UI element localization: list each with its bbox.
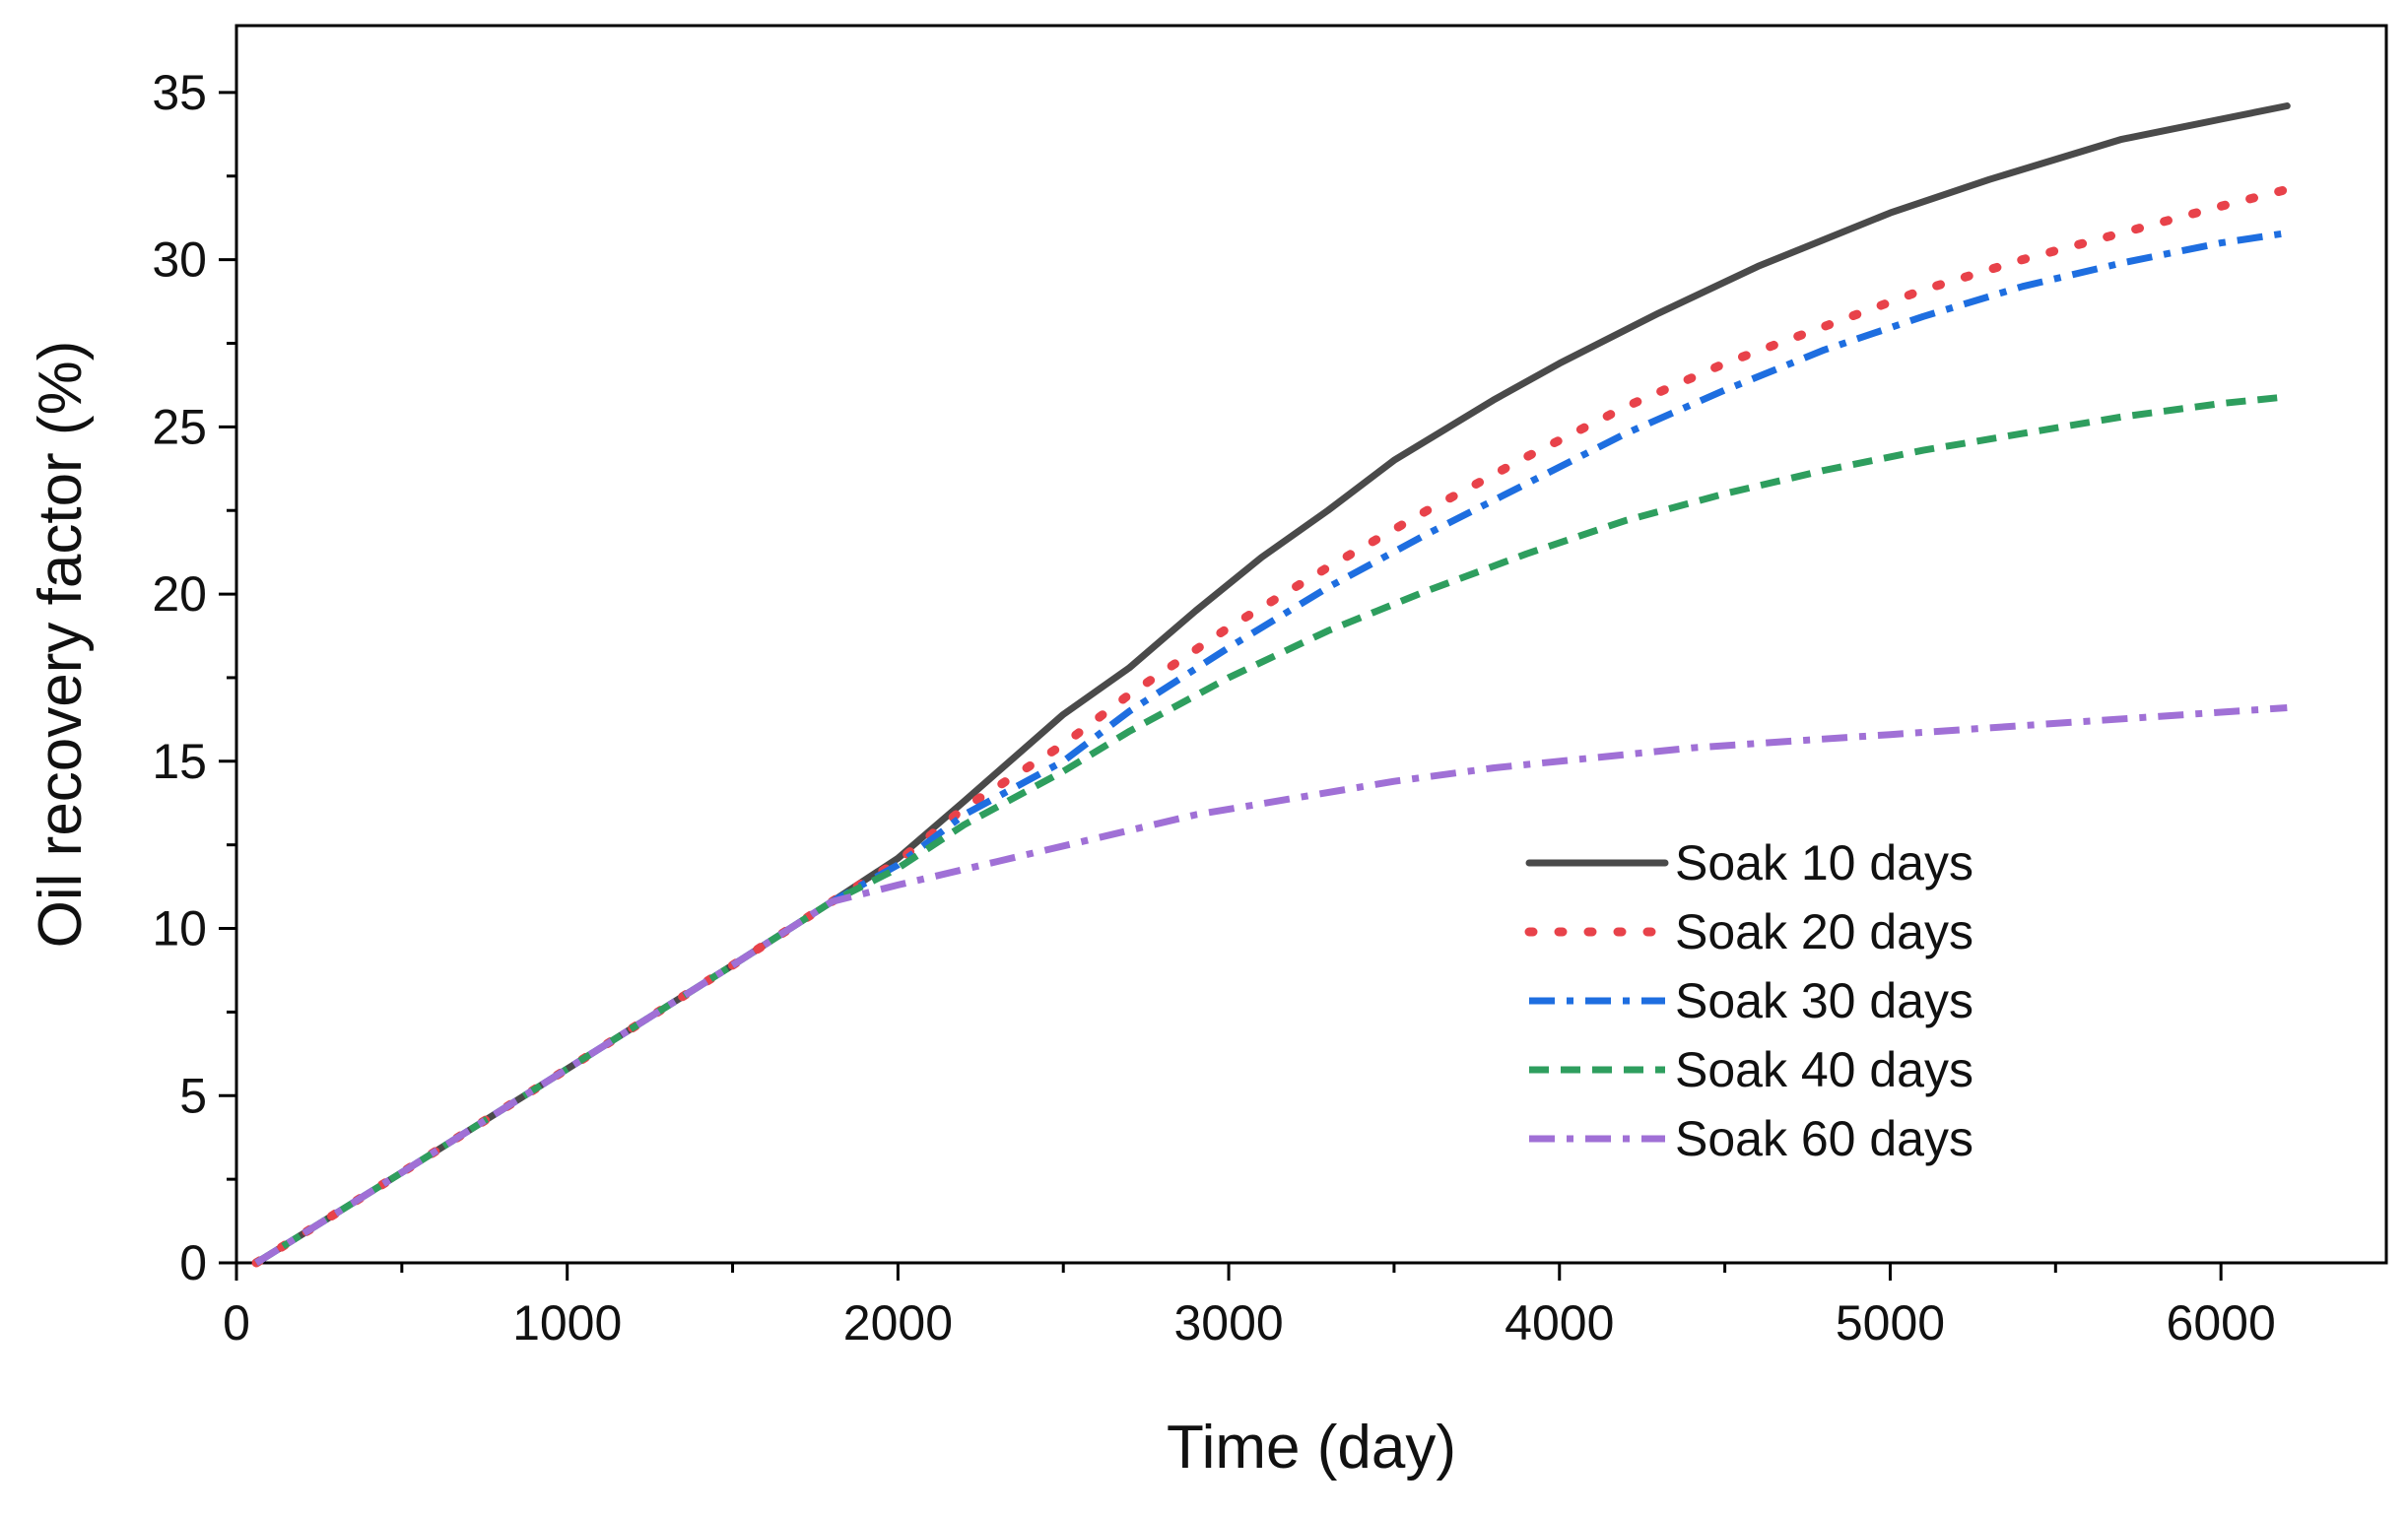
x-tick-label: 6000 (2167, 1295, 2276, 1351)
series-line-5 (254, 704, 2288, 1266)
x-tick-label: 1000 (512, 1295, 622, 1351)
x-tick-label: 3000 (1173, 1295, 1283, 1351)
y-tick-label: 5 (179, 1068, 207, 1123)
y-tick-label: 10 (152, 901, 207, 956)
series-line-4 (254, 393, 2288, 1266)
plot-frame (234, 24, 2388, 1265)
y-tick-label: 35 (152, 65, 207, 120)
y-tick-label: 30 (152, 232, 207, 288)
legend-label-3: Soak 30 days (1675, 973, 1973, 1028)
y-tick-label: 25 (152, 399, 207, 454)
series-line-1 (252, 102, 2291, 1267)
legend: Soak 10 days Soak 20 days Soak 30 days Soak… (1524, 835, 1973, 1166)
series-layer (251, 102, 2292, 1268)
legend-label-1: Soak 10 days (1675, 835, 1973, 890)
x-tick-label: 2000 (843, 1295, 953, 1351)
axis-ticks: 0 1000 2000 3000 4000 5000 6000 0 5 10 15 20 25 30 35 (152, 65, 2275, 1351)
x-axis-title: Time (day) (1167, 1414, 1456, 1482)
x-tick-label: 5000 (1836, 1295, 1945, 1351)
series-line-2 (251, 184, 2292, 1268)
x-tick-label: 4000 (1505, 1295, 1614, 1351)
y-tick-label: 20 (152, 566, 207, 622)
x-tick-label: 0 (223, 1295, 250, 1351)
y-tick-label: 15 (152, 734, 207, 789)
legend-label-2: Soak 20 days (1675, 904, 1973, 959)
legend-label-5: Soak 60 days (1675, 1111, 1973, 1166)
y-axis-title: Oil recovery factor (%) (27, 341, 95, 949)
series-line-3 (254, 230, 2288, 1266)
legend-label-4: Soak 40 days (1675, 1042, 1973, 1097)
y-tick-label: 0 (179, 1235, 207, 1290)
